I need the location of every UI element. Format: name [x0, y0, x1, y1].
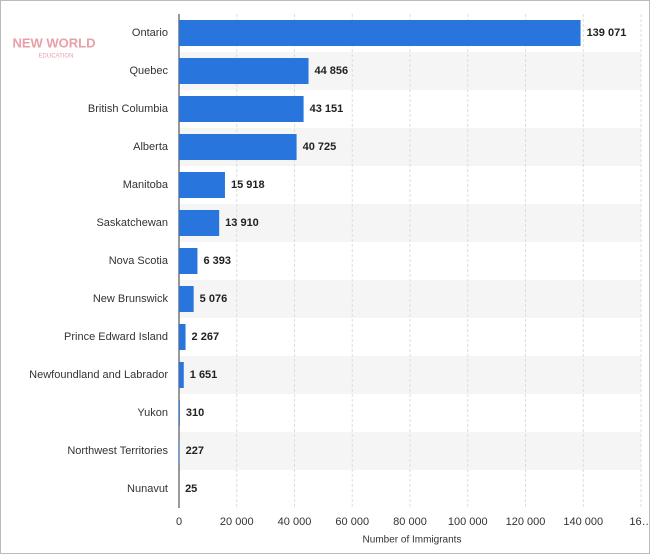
value-label: 2 267 [192, 331, 220, 343]
x-tick-label: 140 000 [563, 516, 603, 528]
x-tick-label: 0 [176, 516, 182, 528]
value-label: 5 076 [200, 293, 228, 305]
y-tick-label: Yukon [137, 407, 168, 419]
value-label: 139 071 [587, 27, 627, 39]
value-label: 40 725 [303, 141, 337, 153]
value-label: 15 918 [231, 179, 265, 191]
y-tick-label: Ontario [132, 27, 168, 39]
x-tick-label: 80 000 [393, 516, 427, 528]
bar [179, 438, 180, 464]
bar [179, 134, 297, 160]
bar [179, 96, 304, 122]
x-tick-label: 120 000 [506, 516, 546, 528]
y-tick-label: Newfoundland and Labrador [29, 369, 168, 381]
bar [179, 210, 220, 236]
value-label: 6 393 [203, 255, 231, 267]
bar [179, 248, 198, 274]
value-label: 310 [186, 407, 204, 419]
x-tick-label: 100 000 [448, 516, 488, 528]
value-label: 44 856 [315, 65, 349, 77]
y-tick-label: Nunavut [127, 483, 168, 495]
value-label: 25 [185, 483, 197, 495]
bar [179, 286, 194, 312]
x-tick-label: 16… [629, 516, 650, 528]
bar [179, 58, 309, 84]
y-tick-label: Nova Scotia [109, 255, 169, 267]
y-tick-label: New Brunswick [93, 293, 169, 305]
x-axis-title: Number of Immigrants [363, 535, 462, 546]
x-tick-label: 20 000 [220, 516, 254, 528]
value-label: 227 [186, 445, 204, 457]
y-tick-label: Northwest Territories [67, 445, 168, 457]
y-tick-label: British Columbia [88, 103, 169, 115]
y-tick-label: Manitoba [123, 179, 169, 191]
bar [179, 324, 186, 350]
bar [179, 400, 180, 426]
y-tick-label: Prince Edward Island [64, 331, 168, 343]
bar [179, 20, 581, 46]
bar [179, 172, 225, 198]
bar [179, 362, 184, 388]
value-label: 1 651 [190, 369, 218, 381]
x-tick-label: 60 000 [335, 516, 369, 528]
watermark: NEW WORLD [12, 35, 95, 50]
y-tick-label: Quebec [129, 65, 168, 77]
y-tick-label: Alberta [133, 141, 169, 153]
watermark: EDUCATION [39, 54, 74, 60]
x-tick-label: 40 000 [278, 516, 312, 528]
value-label: 43 151 [310, 103, 344, 115]
y-tick-label: Saskatchewan [96, 217, 168, 229]
value-label: 13 910 [225, 217, 259, 229]
